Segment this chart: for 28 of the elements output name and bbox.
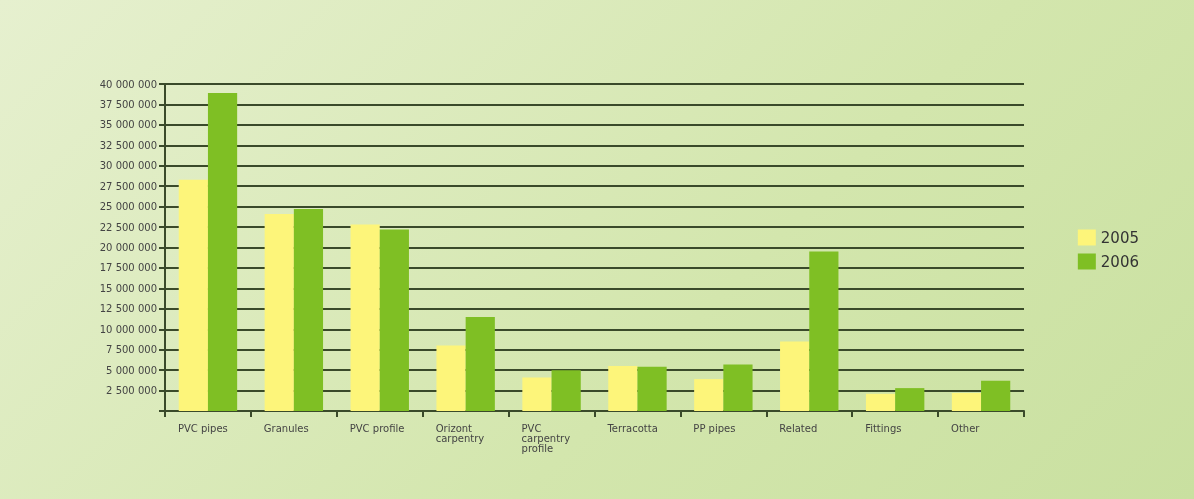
y-tick-label: 35 000 000: [99, 119, 157, 131]
x-tick-label: Fittings: [865, 422, 902, 434]
y-tick-label: 12 500 000: [99, 303, 157, 315]
y-tick-label: 40 000 000: [99, 78, 157, 90]
y-tick-label: 10 000 000: [99, 323, 157, 335]
y-tick-label: 20 000 000: [99, 242, 157, 253]
x-tick-label: Granules: [263, 422, 309, 434]
x-tick-label: Orizont carpentry: [435, 422, 485, 444]
x-tick-label: PVC carpentry profile: [521, 422, 574, 454]
y-tick-label: 22 500 000: [99, 221, 157, 233]
y-tick-label: 27 500 000: [99, 180, 157, 192]
x-tick-label: Terracotta: [606, 422, 658, 434]
y-tick-label: 2 500 000: [106, 385, 157, 397]
y-tick-label: 17 500 000: [99, 262, 157, 274]
y-tick-label: 30 000 000: [99, 160, 157, 172]
legend-label: 2006: [1100, 252, 1140, 271]
y-tick-label: 25 000 000: [99, 201, 157, 213]
x-tick-label: PVC profile: [349, 422, 405, 434]
y-tick-label: 15 000 000: [99, 282, 157, 294]
y-tick-label: 32 500 000: [99, 139, 157, 151]
x-tick-label: Other: [951, 422, 981, 434]
x-tick-label: PVC pipes: [177, 422, 228, 434]
y-tick-label: 37 500 000: [99, 98, 157, 110]
y-tick-label: 5 000 000: [106, 364, 157, 376]
x-tick-label: PP pipes: [693, 422, 736, 434]
y-tick-label: 7 500 000: [106, 344, 157, 356]
legend-label: 2005: [1100, 228, 1140, 247]
x-tick-label: Related: [779, 422, 818, 434]
